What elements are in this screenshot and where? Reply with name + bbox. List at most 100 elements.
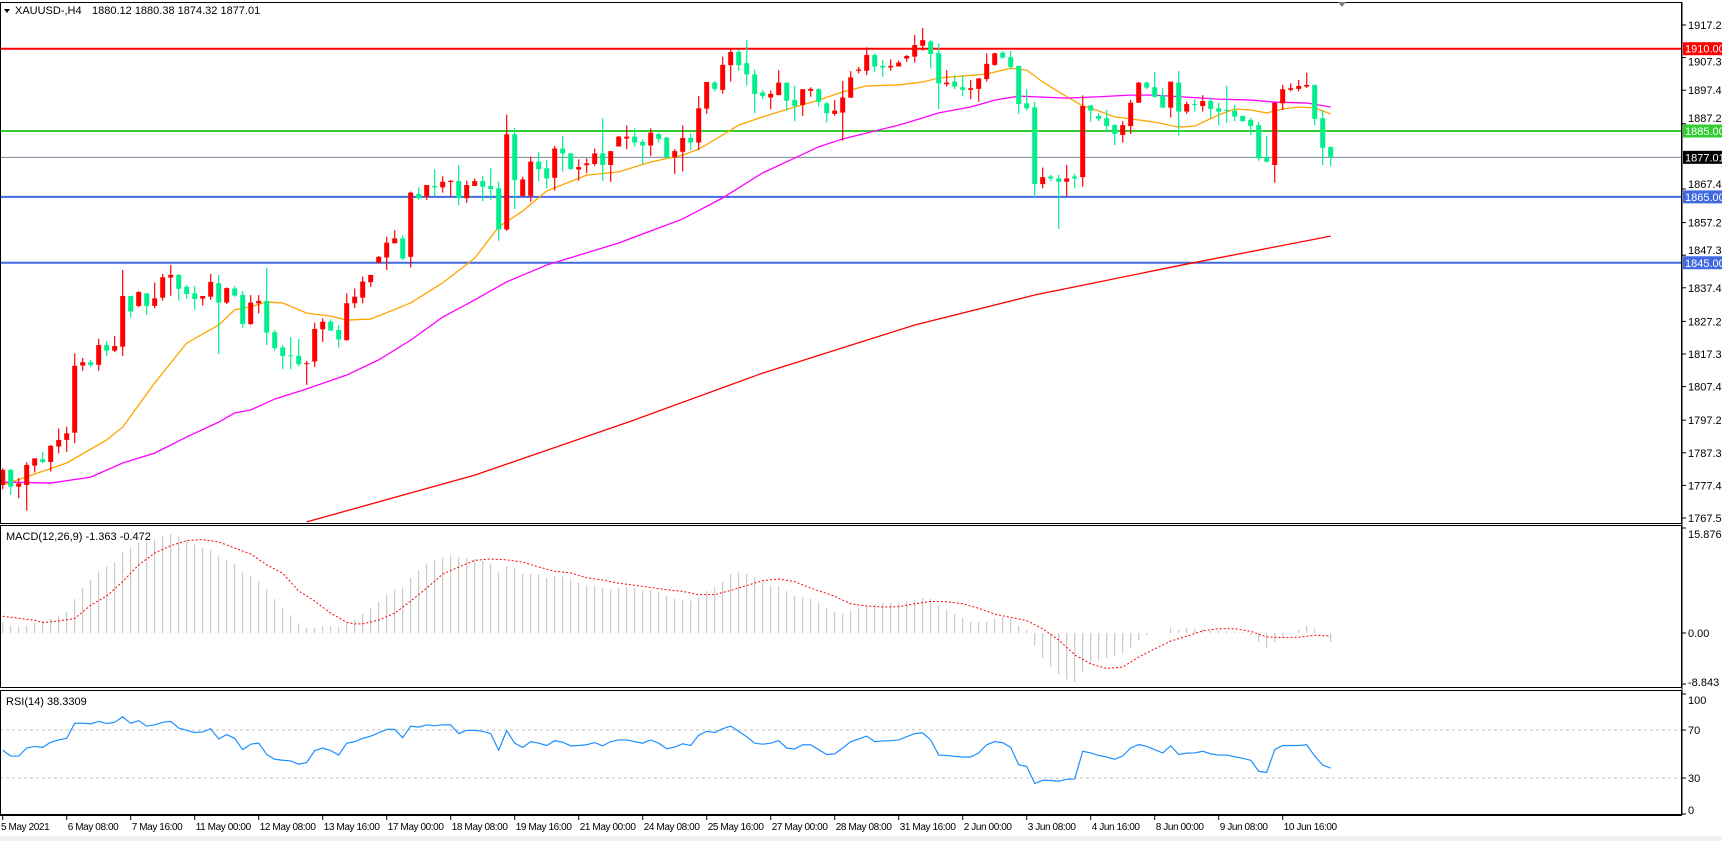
candle-body (944, 82, 950, 85)
candle-body (368, 274, 374, 283)
moving-average-line-1 (2, 94, 1331, 484)
candle (976, 78, 982, 102)
candle-body (1240, 115, 1246, 122)
candle-body (1096, 115, 1102, 119)
candle-body (896, 62, 902, 67)
time-tick-label: 8 Jun 00:00 (1156, 822, 1205, 833)
price-tick-label: 1907.30 (1688, 57, 1722, 69)
time-tick-label: 7 May 16:00 (132, 822, 183, 833)
candle-body (768, 93, 774, 98)
line-price-tag: 1845.00 (1685, 258, 1722, 270)
price-tick-label: 1887.20 (1688, 113, 1722, 125)
price-tick-label: 1797.20 (1688, 415, 1722, 427)
candle-body (512, 134, 518, 181)
candle (288, 337, 294, 370)
candle (720, 56, 726, 94)
candle (632, 128, 638, 147)
candle (392, 230, 398, 244)
candle (528, 156, 534, 202)
macd-title: MACD(12,26,9) -1.363 -0.472 (6, 531, 151, 543)
chart-shift-marker-icon[interactable] (1338, 2, 1346, 7)
candle-body (1016, 65, 1022, 105)
candle (656, 132, 662, 143)
candle (352, 288, 358, 309)
candle-body (1264, 157, 1270, 162)
candle-body (1296, 85, 1302, 89)
candle (1272, 102, 1278, 183)
candle-body (832, 110, 838, 114)
candle-body (1, 469, 6, 486)
candle-body (48, 445, 54, 462)
candle (1200, 95, 1206, 112)
candle (712, 80, 718, 92)
candle-body (416, 193, 422, 199)
candle-body (760, 92, 766, 97)
candle (72, 353, 78, 444)
candle-body (312, 328, 318, 362)
triangle-down-icon[interactable] (4, 9, 10, 13)
candle-body (648, 132, 654, 146)
candle (880, 59, 886, 77)
candle-body (56, 439, 62, 447)
candle (376, 255, 382, 264)
candle (56, 428, 62, 454)
candle-body (120, 296, 126, 347)
candle (808, 87, 814, 97)
candle-body (192, 293, 198, 299)
rsi-tick-label: 100 (1688, 695, 1706, 707)
candle-body (1064, 178, 1070, 182)
candle (1264, 135, 1270, 163)
candle (240, 291, 246, 328)
candle (648, 128, 654, 157)
candle-body (352, 296, 358, 304)
candle-body (712, 82, 718, 89)
candle (1040, 167, 1046, 189)
candle-body (320, 321, 326, 330)
candle (1080, 95, 1086, 187)
candle (832, 100, 838, 116)
candle (400, 235, 406, 261)
candle (48, 444, 54, 472)
candle (440, 176, 446, 193)
macd-signal-line (2, 539, 1331, 669)
candle-body (928, 41, 934, 54)
price-tick-label: 1807.40 (1688, 382, 1722, 394)
candle-body (1224, 109, 1230, 111)
candle-body (1160, 95, 1166, 108)
candle-body (1288, 88, 1294, 90)
candle-body (1176, 82, 1182, 112)
rsi-panel-frame (0, 690, 1682, 815)
rsi-panel[interactable] (0, 716, 1682, 785)
candle (520, 176, 526, 196)
candle (824, 101, 830, 123)
rsi-tick-label: 70 (1688, 725, 1700, 737)
candle-body (1048, 176, 1054, 179)
candle (1144, 81, 1150, 90)
candle-body (640, 141, 646, 146)
candle (200, 296, 206, 306)
candle (776, 70, 782, 96)
candle-body (824, 103, 830, 114)
price-panel[interactable] (0, 27, 1682, 523)
candle (256, 295, 262, 314)
candle-body (816, 89, 822, 102)
bid-price-tag: 1877.01 (1685, 152, 1722, 164)
candle-body (1128, 102, 1134, 127)
candle-body (848, 77, 854, 98)
candle-body (128, 296, 134, 312)
candle (480, 176, 486, 202)
candle (168, 265, 174, 296)
candle (192, 286, 198, 310)
rsi-title: RSI(14) 38.3309 (6, 696, 87, 708)
candle (536, 151, 542, 182)
candle-body (1208, 101, 1214, 109)
candle (800, 89, 806, 116)
candle (624, 125, 630, 150)
candle-body (160, 277, 166, 298)
macd-panel[interactable] (2, 534, 1332, 682)
candle-body (136, 292, 142, 306)
candle-body (392, 238, 398, 244)
candle-body (24, 464, 30, 486)
candle (88, 359, 94, 368)
